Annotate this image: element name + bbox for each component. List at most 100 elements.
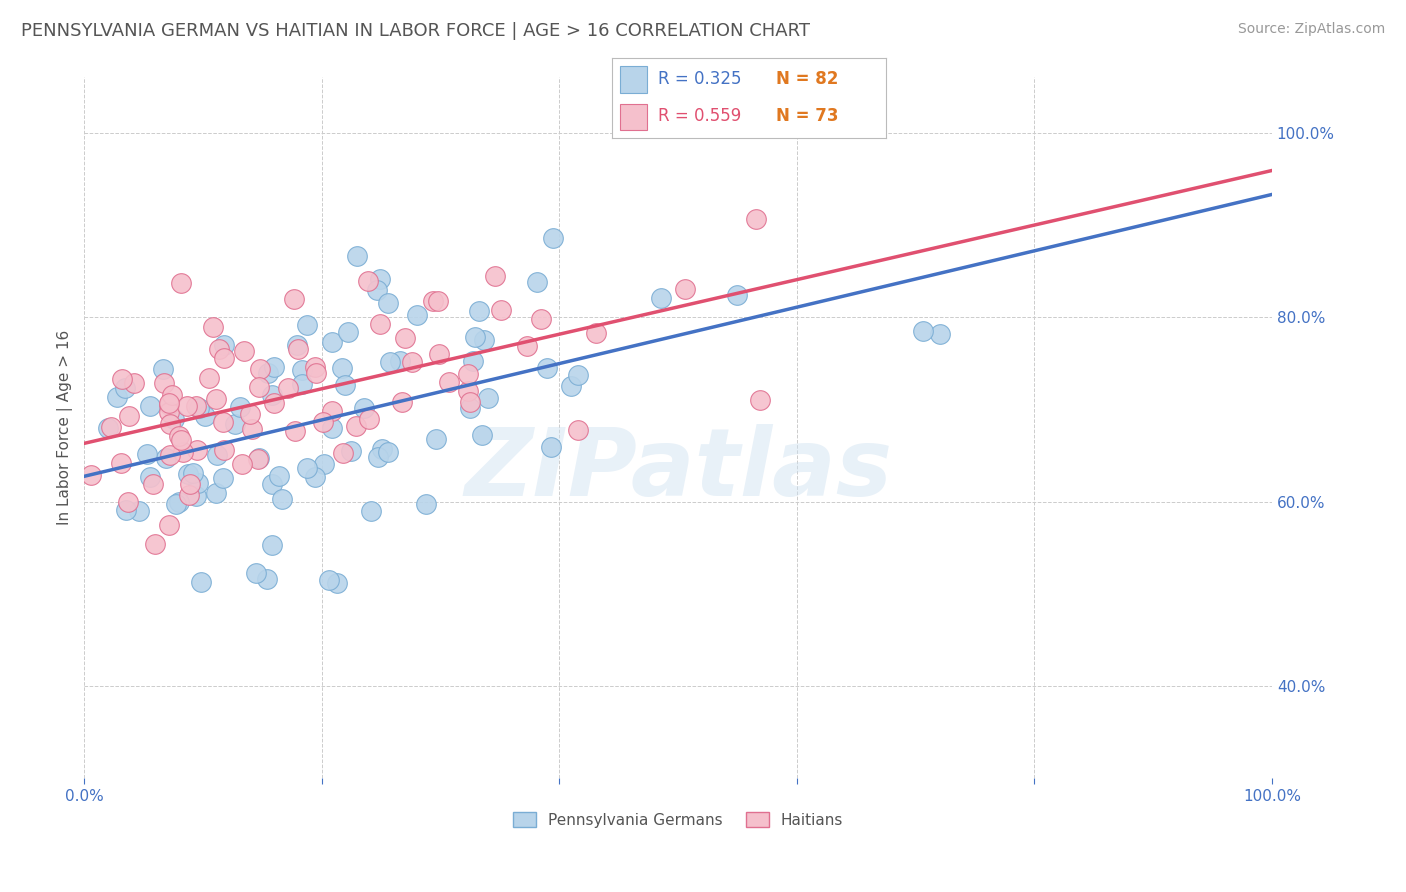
Point <box>529 312 551 326</box>
Point <box>540 440 562 454</box>
Point <box>305 366 328 380</box>
Point <box>194 409 217 423</box>
Point <box>749 393 772 408</box>
Point <box>257 366 280 380</box>
Point <box>321 421 343 435</box>
Point <box>184 399 207 413</box>
Point <box>159 417 181 432</box>
Point <box>650 291 672 305</box>
Point <box>318 573 340 587</box>
Point <box>163 412 186 426</box>
Point <box>567 424 589 438</box>
Point <box>207 448 229 462</box>
Point <box>366 283 388 297</box>
Point <box>426 294 449 309</box>
Point <box>405 308 427 322</box>
Point <box>377 296 399 310</box>
Text: ZIPatlas: ZIPatlas <box>464 424 893 516</box>
Point <box>928 327 950 342</box>
Point <box>157 517 180 532</box>
Point <box>100 420 122 434</box>
Point <box>304 360 326 375</box>
Point <box>179 488 201 502</box>
Point <box>267 468 290 483</box>
Point <box>472 333 495 347</box>
Point <box>427 347 450 361</box>
Point <box>232 344 254 359</box>
Point <box>401 355 423 369</box>
Point <box>245 566 267 580</box>
Point <box>155 451 177 466</box>
Point <box>212 471 235 485</box>
Point <box>177 467 200 481</box>
Point <box>360 504 382 518</box>
Point <box>260 538 283 552</box>
Point <box>321 404 343 418</box>
Point <box>117 409 139 423</box>
Point <box>368 317 391 331</box>
Point <box>378 355 401 369</box>
Point <box>391 395 413 409</box>
Point <box>186 442 208 457</box>
Point <box>484 268 506 283</box>
Point <box>117 495 139 509</box>
Point <box>176 399 198 413</box>
Point <box>295 461 318 475</box>
Point <box>190 574 212 589</box>
Point <box>326 575 349 590</box>
Point <box>170 433 193 447</box>
Point <box>283 292 305 306</box>
Point <box>471 428 494 442</box>
Point <box>312 415 335 429</box>
Point <box>541 230 564 244</box>
Point <box>246 452 269 467</box>
Point <box>165 496 187 510</box>
Point <box>285 337 308 351</box>
Point <box>159 448 181 462</box>
Point <box>368 272 391 286</box>
Point <box>205 392 228 406</box>
Point <box>179 477 201 491</box>
Point <box>212 415 235 429</box>
Point <box>115 503 138 517</box>
Point <box>344 418 367 433</box>
Point <box>468 303 491 318</box>
Point <box>167 429 190 443</box>
Point <box>394 331 416 345</box>
Point <box>205 486 228 500</box>
Point <box>231 457 253 471</box>
Point <box>725 288 748 302</box>
Text: R = 0.325: R = 0.325 <box>658 70 742 87</box>
Point <box>425 432 447 446</box>
Point <box>128 503 150 517</box>
Point <box>80 468 103 483</box>
Point <box>526 275 548 289</box>
Point <box>135 446 157 460</box>
Point <box>339 444 361 458</box>
Text: N = 73: N = 73 <box>776 107 838 125</box>
Bar <box>620 103 647 130</box>
Point <box>673 282 696 296</box>
Point <box>585 326 607 340</box>
Point <box>187 475 209 490</box>
Point <box>567 368 589 382</box>
Point <box>172 445 194 459</box>
Point <box>304 469 326 483</box>
Point <box>516 339 538 353</box>
Point <box>277 381 299 395</box>
Point <box>388 354 411 368</box>
Point <box>330 360 353 375</box>
Bar <box>620 66 647 93</box>
Point <box>464 330 486 344</box>
Point <box>312 458 335 472</box>
Point <box>745 212 768 227</box>
Point <box>536 361 558 376</box>
Point <box>170 276 193 290</box>
Point <box>256 573 278 587</box>
Point <box>461 354 484 368</box>
Point <box>415 497 437 511</box>
Point <box>212 338 235 352</box>
Point <box>247 380 270 394</box>
Point <box>249 361 271 376</box>
Point <box>912 324 935 338</box>
